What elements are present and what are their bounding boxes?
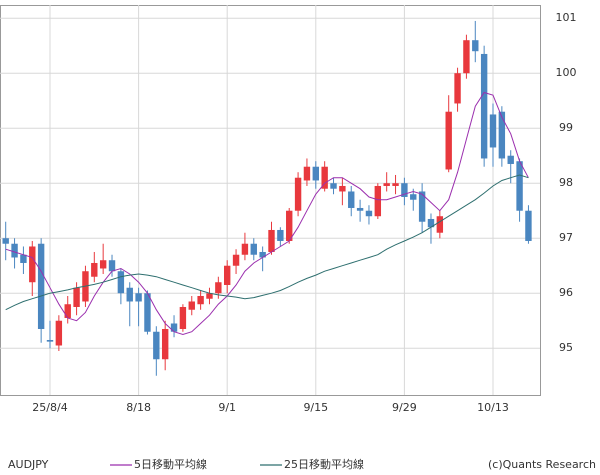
- candle-body: [392, 183, 399, 186]
- candle-body: [516, 161, 523, 211]
- candle-body: [224, 265, 231, 285]
- plot-frame: [0, 5, 541, 396]
- candle-body: [507, 155, 514, 164]
- candle-body: [268, 229, 275, 252]
- y-tick-label: 96: [559, 286, 573, 299]
- x-tick-label: 8/18: [126, 401, 151, 414]
- candle-body: [153, 331, 160, 360]
- candle-body: [498, 111, 506, 159]
- x-tick-label: 25/8/4: [32, 401, 67, 414]
- candle-body: [37, 243, 45, 329]
- x-tick-label: 10/13: [477, 401, 509, 414]
- x-tick-label: 9/15: [303, 401, 328, 414]
- credit: (c)Quants Research: [488, 458, 596, 471]
- candle-body: [144, 293, 151, 332]
- candle-body: [472, 40, 479, 52]
- candle-body: [303, 166, 311, 181]
- candle-body: [330, 183, 337, 189]
- candle-body: [135, 293, 142, 302]
- candle-body: [188, 301, 195, 310]
- candle-body: [179, 306, 187, 329]
- moving-average-line: [5, 174, 529, 311]
- y-tick-label: 101: [556, 11, 577, 24]
- candle-body: [339, 185, 346, 192]
- candle-body: [436, 216, 444, 233]
- y-tick-label: 97: [559, 231, 573, 244]
- y-tick-label: 99: [559, 121, 573, 134]
- candle-body: [418, 191, 426, 222]
- candle-body: [286, 210, 293, 241]
- candle-body: [401, 183, 408, 197]
- candle-body: [259, 251, 266, 258]
- candle-body: [161, 328, 169, 360]
- candle-body: [294, 177, 302, 211]
- candle-body: [445, 111, 452, 170]
- candle-body: [312, 166, 319, 181]
- candle-body: [170, 323, 178, 332]
- candle-body: [427, 218, 435, 228]
- candle-body: [197, 295, 204, 305]
- candle-body: [108, 260, 116, 272]
- candle-body: [321, 166, 328, 189]
- candle-body: [241, 243, 249, 255]
- candle-body: [215, 282, 222, 294]
- candle-body: [55, 320, 63, 346]
- candle-body: [64, 304, 71, 318]
- candle-body: [374, 185, 382, 217]
- candle-body: [525, 210, 532, 241]
- candle-body: [277, 229, 284, 241]
- candle-body: [2, 238, 9, 244]
- candle-body: [383, 183, 390, 186]
- candle-body: [463, 40, 470, 74]
- candle-body: [20, 254, 27, 263]
- candle-body: [356, 207, 364, 211]
- candle-body: [11, 243, 18, 258]
- candle-body: [365, 210, 373, 217]
- y-tick-label: 100: [556, 66, 577, 79]
- x-tick-label: 9/29: [392, 401, 417, 414]
- candle-body: [91, 262, 98, 277]
- candle-body: [46, 339, 54, 342]
- y-tick-label: 98: [559, 176, 573, 189]
- candle-body: [250, 243, 257, 255]
- symbol-label: AUDJPY: [8, 458, 49, 471]
- candle-body: [232, 254, 240, 266]
- y-tick-label: 95: [559, 341, 573, 354]
- legend-label: 25日移動平均線: [284, 457, 364, 471]
- candle-body: [126, 287, 133, 302]
- candle-body: [29, 246, 36, 283]
- candle-body: [73, 287, 80, 307]
- candle-body: [410, 194, 417, 200]
- candle-body: [480, 53, 488, 159]
- candle-body: [489, 114, 497, 148]
- moving-average-line: [5, 91, 529, 336]
- candle-body: [454, 73, 461, 104]
- candle-body: [99, 260, 107, 269]
- candle-body: [206, 293, 213, 299]
- x-tick-label: 9/1: [218, 401, 236, 414]
- candle-body: [348, 191, 355, 208]
- legend-label: 5日移動平均線: [134, 457, 207, 471]
- candle-body: [117, 271, 125, 294]
